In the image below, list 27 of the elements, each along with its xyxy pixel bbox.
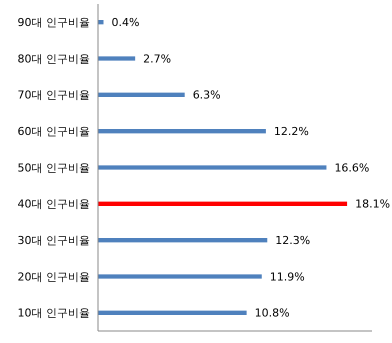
data-label: 2.7% — [143, 52, 172, 66]
y-tick-label: 70대 인구비율 — [18, 88, 90, 102]
y-tick-label: 10대 인구비율 — [18, 306, 90, 320]
y-tick-label: 30대 인구비율 — [18, 234, 90, 248]
data-label: 11.9% — [270, 270, 305, 284]
data-label: 12.2% — [274, 125, 309, 138]
y-tick-label: 90대 인구비율 — [18, 16, 90, 30]
y-tick-label: 40대 인구비율 — [18, 198, 90, 211]
bar — [98, 310, 247, 316]
bar — [98, 128, 266, 134]
y-tick-label: 80대 인구비율 — [18, 52, 90, 66]
y-tick-label: 50대 인구비율 — [18, 161, 90, 174]
data-label: 12.3% — [275, 234, 310, 248]
data-label: 6.3% — [192, 88, 221, 102]
bar — [98, 238, 268, 242]
bar — [98, 274, 262, 279]
data-label: 16.6% — [334, 161, 370, 174]
bar — [98, 92, 185, 98]
data-label: 18.1% — [355, 198, 390, 211]
data-label: 0.4% — [112, 16, 140, 30]
y-tick-label: 60대 인구비율 — [18, 125, 90, 138]
bar — [98, 202, 348, 206]
bar — [98, 20, 104, 24]
y-tick-label: 20대 인구비율 — [18, 270, 90, 284]
bar — [98, 165, 326, 170]
bar — [98, 56, 136, 61]
data-label: 10.8% — [254, 306, 290, 320]
